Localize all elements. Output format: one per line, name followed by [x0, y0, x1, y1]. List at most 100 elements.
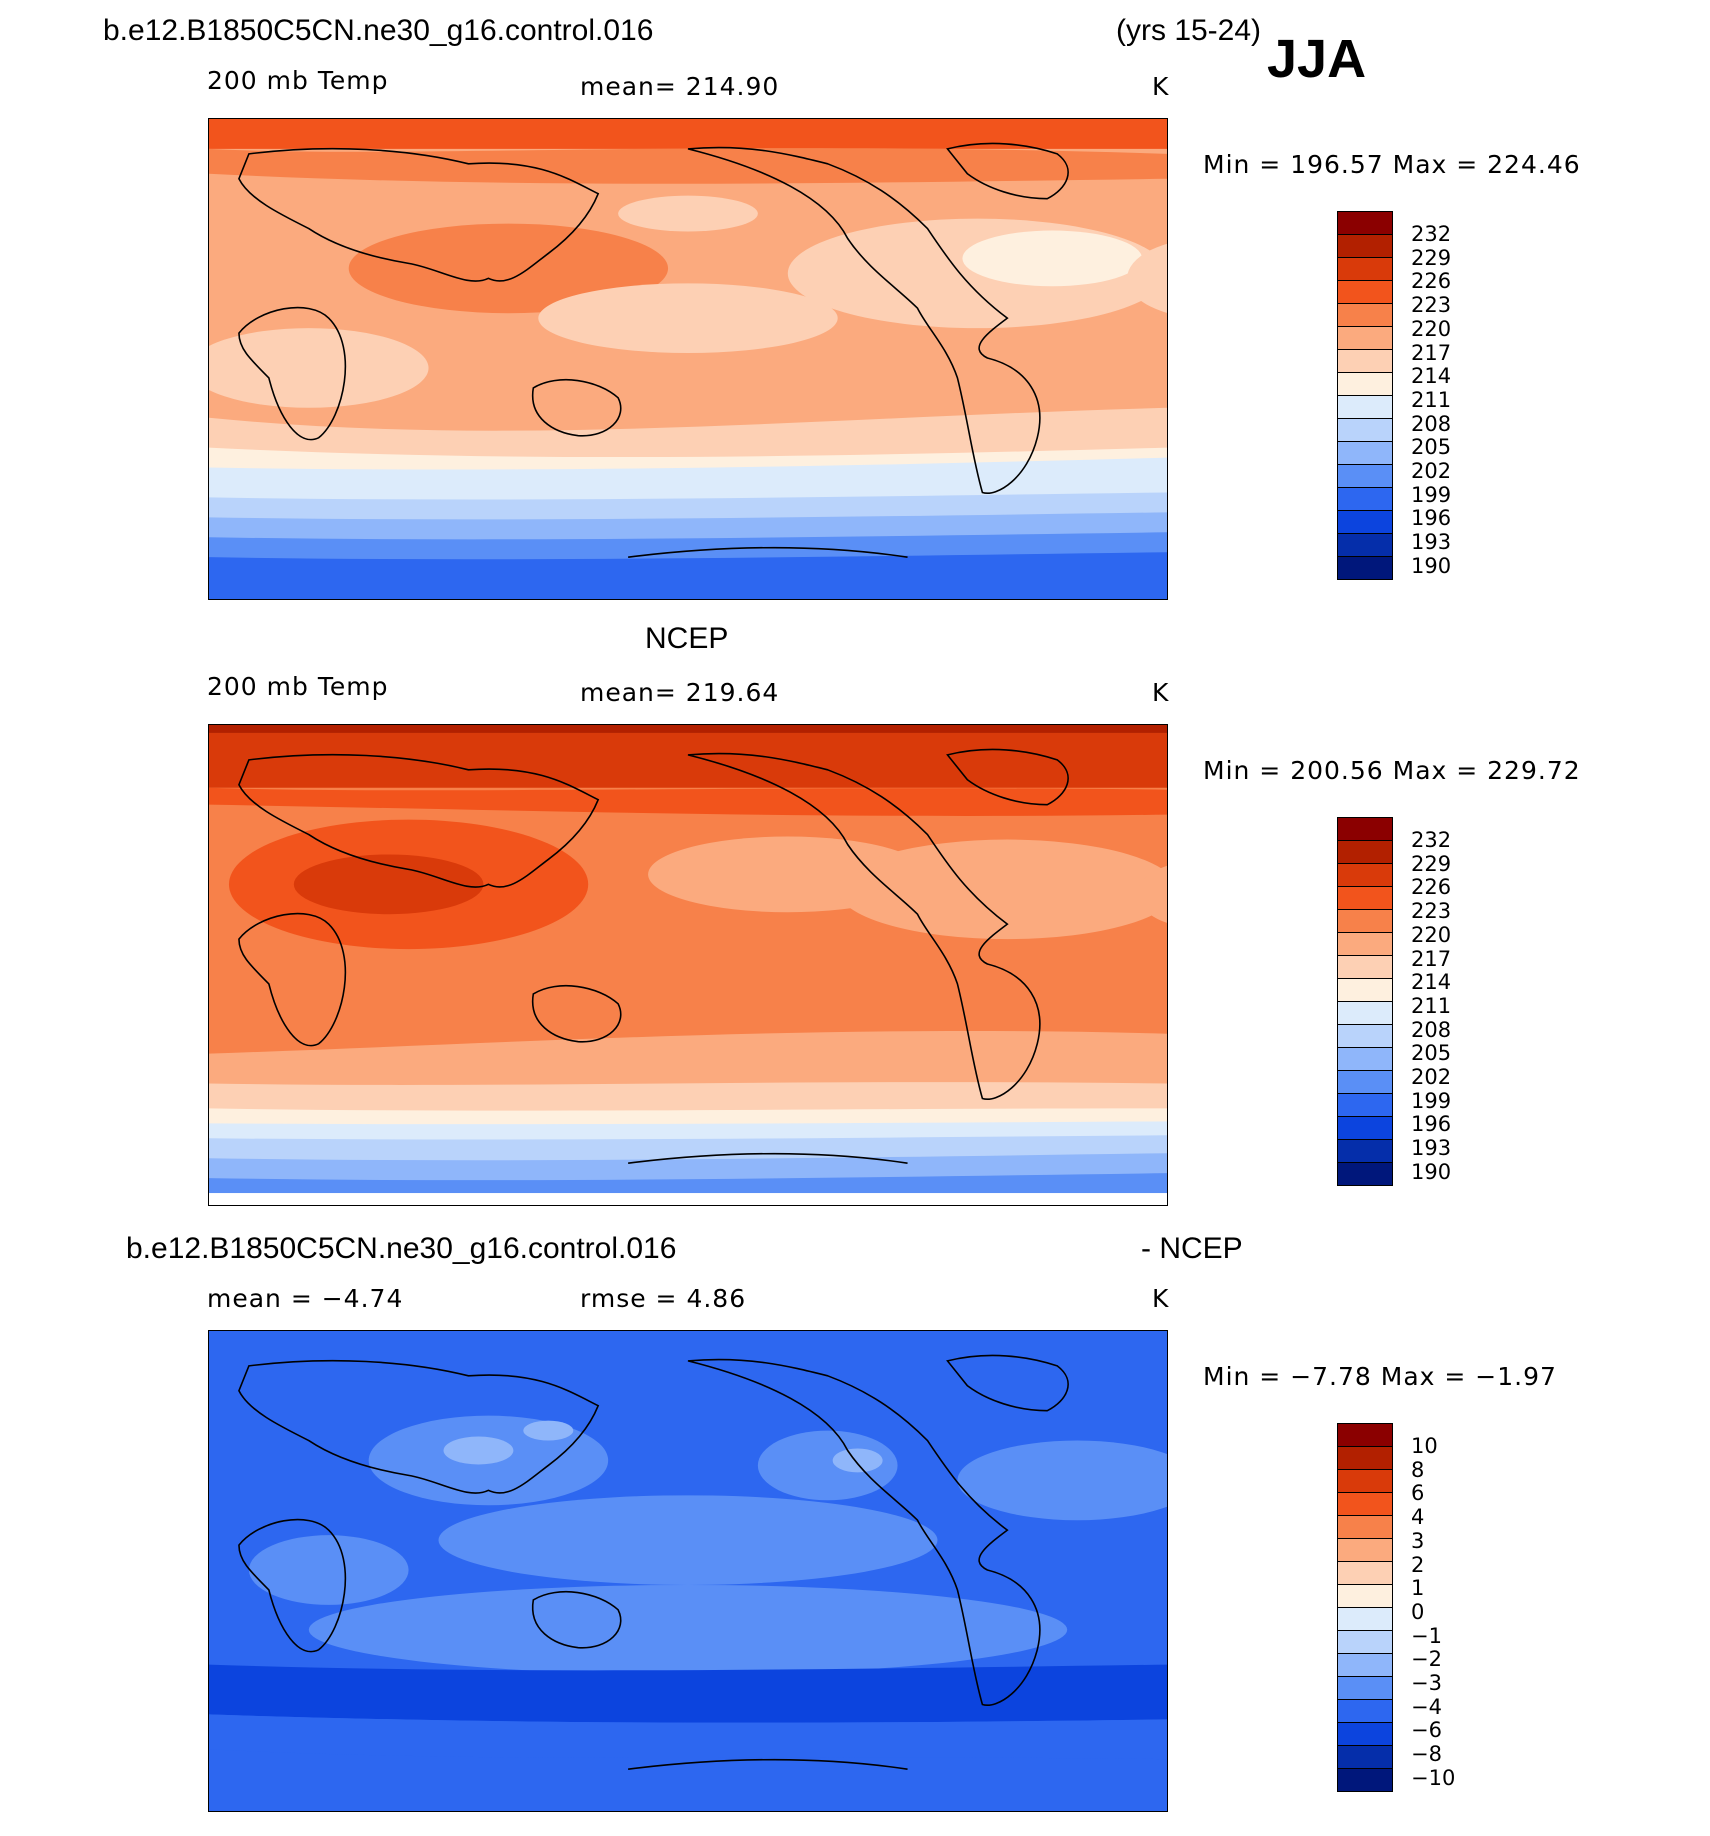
- colorbar-label: 226: [1411, 875, 1452, 900]
- colorbar-swatch: [1337, 510, 1393, 534]
- colorbar-swatch: [1337, 1162, 1393, 1186]
- colorbar-label: 211: [1411, 993, 1452, 1018]
- panel1-colorbar: [1337, 211, 1393, 580]
- colorbar-label: 196: [1411, 1112, 1452, 1137]
- panel3-colorbar: [1337, 1423, 1393, 1792]
- colorbar-label: 193: [1411, 530, 1452, 555]
- colorbar-swatch: [1337, 280, 1393, 304]
- colorbar-swatch: [1337, 1001, 1393, 1025]
- colorbar-swatch: [1337, 211, 1393, 235]
- colorbar-swatch: [1337, 1116, 1393, 1140]
- case-title: b.e12.B1850C5CN.ne30_g16.control.016: [103, 14, 654, 47]
- colorbar-label: −8: [1411, 1742, 1442, 1767]
- panel2-units: K: [1152, 678, 1170, 707]
- panel3-minmax: Min = −7.78 Max = −1.97: [1203, 1362, 1557, 1391]
- colorbar-label: 223: [1411, 899, 1452, 924]
- colorbar-swatch: [1337, 234, 1393, 258]
- colorbar-label: 232: [1411, 222, 1452, 246]
- panel1-mean: mean= 214.90: [580, 72, 780, 101]
- panel1-variable: 200 mb Temp: [207, 66, 389, 95]
- panel1-minmax: Min = 196.57 Max = 224.46: [1203, 150, 1581, 179]
- colorbar-swatch: [1337, 1584, 1393, 1608]
- colorbar-swatch: [1337, 978, 1393, 1002]
- colorbar-label: 214: [1411, 970, 1452, 995]
- colorbar-label: 8: [1411, 1457, 1425, 1482]
- colorbar-label: 229: [1411, 851, 1452, 876]
- difference-field: [209, 1331, 1167, 1811]
- colorbar-label: 208: [1411, 411, 1452, 436]
- colorbar-label: −2: [1411, 1647, 1442, 1672]
- colorbar-swatch: [1337, 1699, 1393, 1723]
- colorbar-swatch: [1337, 533, 1393, 557]
- colorbar-swatch: [1337, 863, 1393, 887]
- colorbar-label: 202: [1411, 1065, 1452, 1089]
- colorbar-swatch: [1337, 1607, 1393, 1631]
- colorbar-label: 229: [1411, 245, 1452, 270]
- panel3-units: K: [1152, 1284, 1170, 1313]
- colorbar-swatch: [1337, 464, 1393, 488]
- colorbar-swatch: [1337, 1561, 1393, 1585]
- colorbar-label: −10: [1411, 1765, 1456, 1790]
- panel3-title-right: - NCEP: [1141, 1232, 1243, 1265]
- colorbar-swatch: [1337, 418, 1393, 442]
- colorbar-swatch: [1337, 1745, 1393, 1769]
- colorbar-swatch: [1337, 840, 1393, 864]
- colorbar-swatch: [1337, 1423, 1393, 1447]
- colorbar-label: 211: [1411, 387, 1452, 412]
- colorbar-label: 217: [1411, 340, 1452, 365]
- panel2-mean: mean= 219.64: [580, 678, 780, 707]
- model-temp-field: [209, 119, 1167, 599]
- colorbar-label: 193: [1411, 1136, 1452, 1161]
- panel2-minmax: Min = 200.56 Max = 229.72: [1203, 756, 1581, 785]
- colorbar-label: 10: [1411, 1434, 1438, 1458]
- colorbar-swatch: [1337, 955, 1393, 979]
- colorbar-label: 199: [1411, 1088, 1452, 1113]
- colorbar-label: 208: [1411, 1017, 1452, 1042]
- colorbar-label: 2: [1411, 1552, 1425, 1577]
- colorbar-swatch: [1337, 1676, 1393, 1700]
- colorbar-label: −3: [1411, 1671, 1442, 1695]
- colorbar-swatch: [1337, 1469, 1393, 1493]
- colorbar-swatch: [1337, 1070, 1393, 1094]
- colorbar-label: 196: [1411, 506, 1452, 531]
- colorbar-swatch: [1337, 1722, 1393, 1746]
- colorbar-swatch: [1337, 909, 1393, 933]
- panel1-units: K: [1152, 72, 1170, 101]
- colorbar-swatch: [1337, 1515, 1393, 1539]
- colorbar-label: 223: [1411, 293, 1452, 318]
- panel2-map: [208, 724, 1168, 1206]
- colorbar-label: −4: [1411, 1694, 1442, 1719]
- panel2-title: NCEP: [645, 622, 729, 655]
- colorbar-label: 220: [1411, 922, 1452, 947]
- colorbar-label: 1: [1411, 1576, 1425, 1601]
- colorbar-swatch: [1337, 1139, 1393, 1163]
- colorbar-swatch: [1337, 1653, 1393, 1677]
- panel3-rmse: rmse = 4.86: [580, 1284, 747, 1313]
- colorbar-label: 214: [1411, 364, 1452, 389]
- panel2-variable: 200 mb Temp: [207, 672, 389, 701]
- colorbar-swatch: [1337, 1630, 1393, 1654]
- colorbar-swatch: [1337, 932, 1393, 956]
- colorbar-label: −1: [1411, 1623, 1442, 1648]
- colorbar-swatch: [1337, 1492, 1393, 1516]
- colorbar-swatch: [1337, 441, 1393, 465]
- colorbar-swatch: [1337, 1093, 1393, 1117]
- colorbar-label: 205: [1411, 435, 1452, 460]
- season-label: JJA: [1267, 29, 1367, 89]
- colorbar-label: 190: [1411, 553, 1452, 578]
- colorbar-label: −6: [1411, 1718, 1442, 1743]
- panel3-mean: mean = −4.74: [207, 1284, 404, 1313]
- colorbar-swatch: [1337, 1768, 1393, 1792]
- colorbar-label: 220: [1411, 316, 1452, 341]
- colorbar-swatch: [1337, 303, 1393, 327]
- colorbar-label: 202: [1411, 459, 1452, 483]
- panel3-title-left: b.e12.B1850C5CN.ne30_g16.control.016: [126, 1232, 677, 1265]
- colorbar-swatch: [1337, 1538, 1393, 1562]
- colorbar-swatch: [1337, 1024, 1393, 1048]
- panel3-map: [208, 1330, 1168, 1812]
- colorbar-swatch: [1337, 886, 1393, 910]
- panel1-map: [208, 118, 1168, 600]
- colorbar-label: 190: [1411, 1159, 1452, 1184]
- colorbar-swatch: [1337, 349, 1393, 373]
- colorbar-swatch: [1337, 372, 1393, 396]
